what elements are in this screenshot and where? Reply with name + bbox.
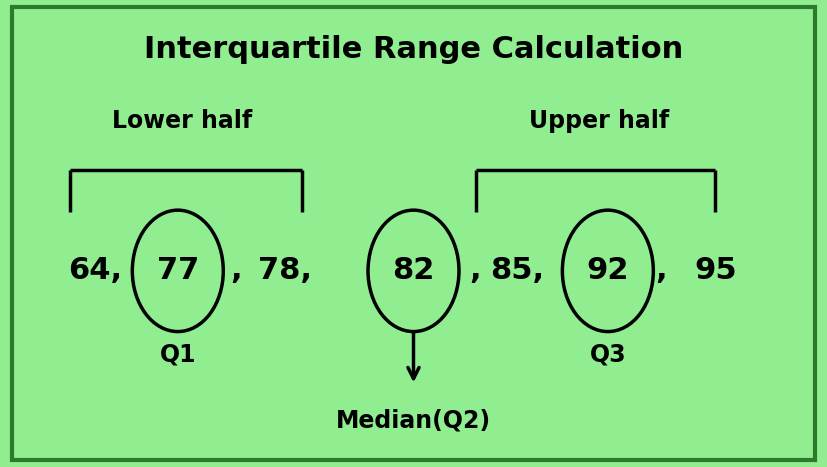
Text: Q3: Q3 [590, 343, 626, 367]
Text: ,: , [470, 256, 481, 285]
Text: Lower half: Lower half [112, 109, 252, 134]
Text: 95: 95 [694, 256, 737, 285]
Text: ,: , [656, 256, 667, 285]
FancyBboxPatch shape [12, 7, 815, 460]
Text: 92: 92 [586, 256, 629, 285]
Text: 82: 82 [392, 256, 435, 285]
Text: 77: 77 [156, 256, 199, 285]
Text: Interquartile Range Calculation: Interquartile Range Calculation [144, 35, 683, 64]
Text: 78,: 78, [258, 256, 313, 285]
Text: Q1: Q1 [160, 343, 196, 367]
Text: Upper half: Upper half [529, 109, 670, 134]
Text: ,: , [230, 256, 241, 285]
Text: Median(Q2): Median(Q2) [336, 408, 491, 432]
Text: 85,: 85, [490, 256, 544, 285]
Text: 64,: 64, [68, 256, 122, 285]
